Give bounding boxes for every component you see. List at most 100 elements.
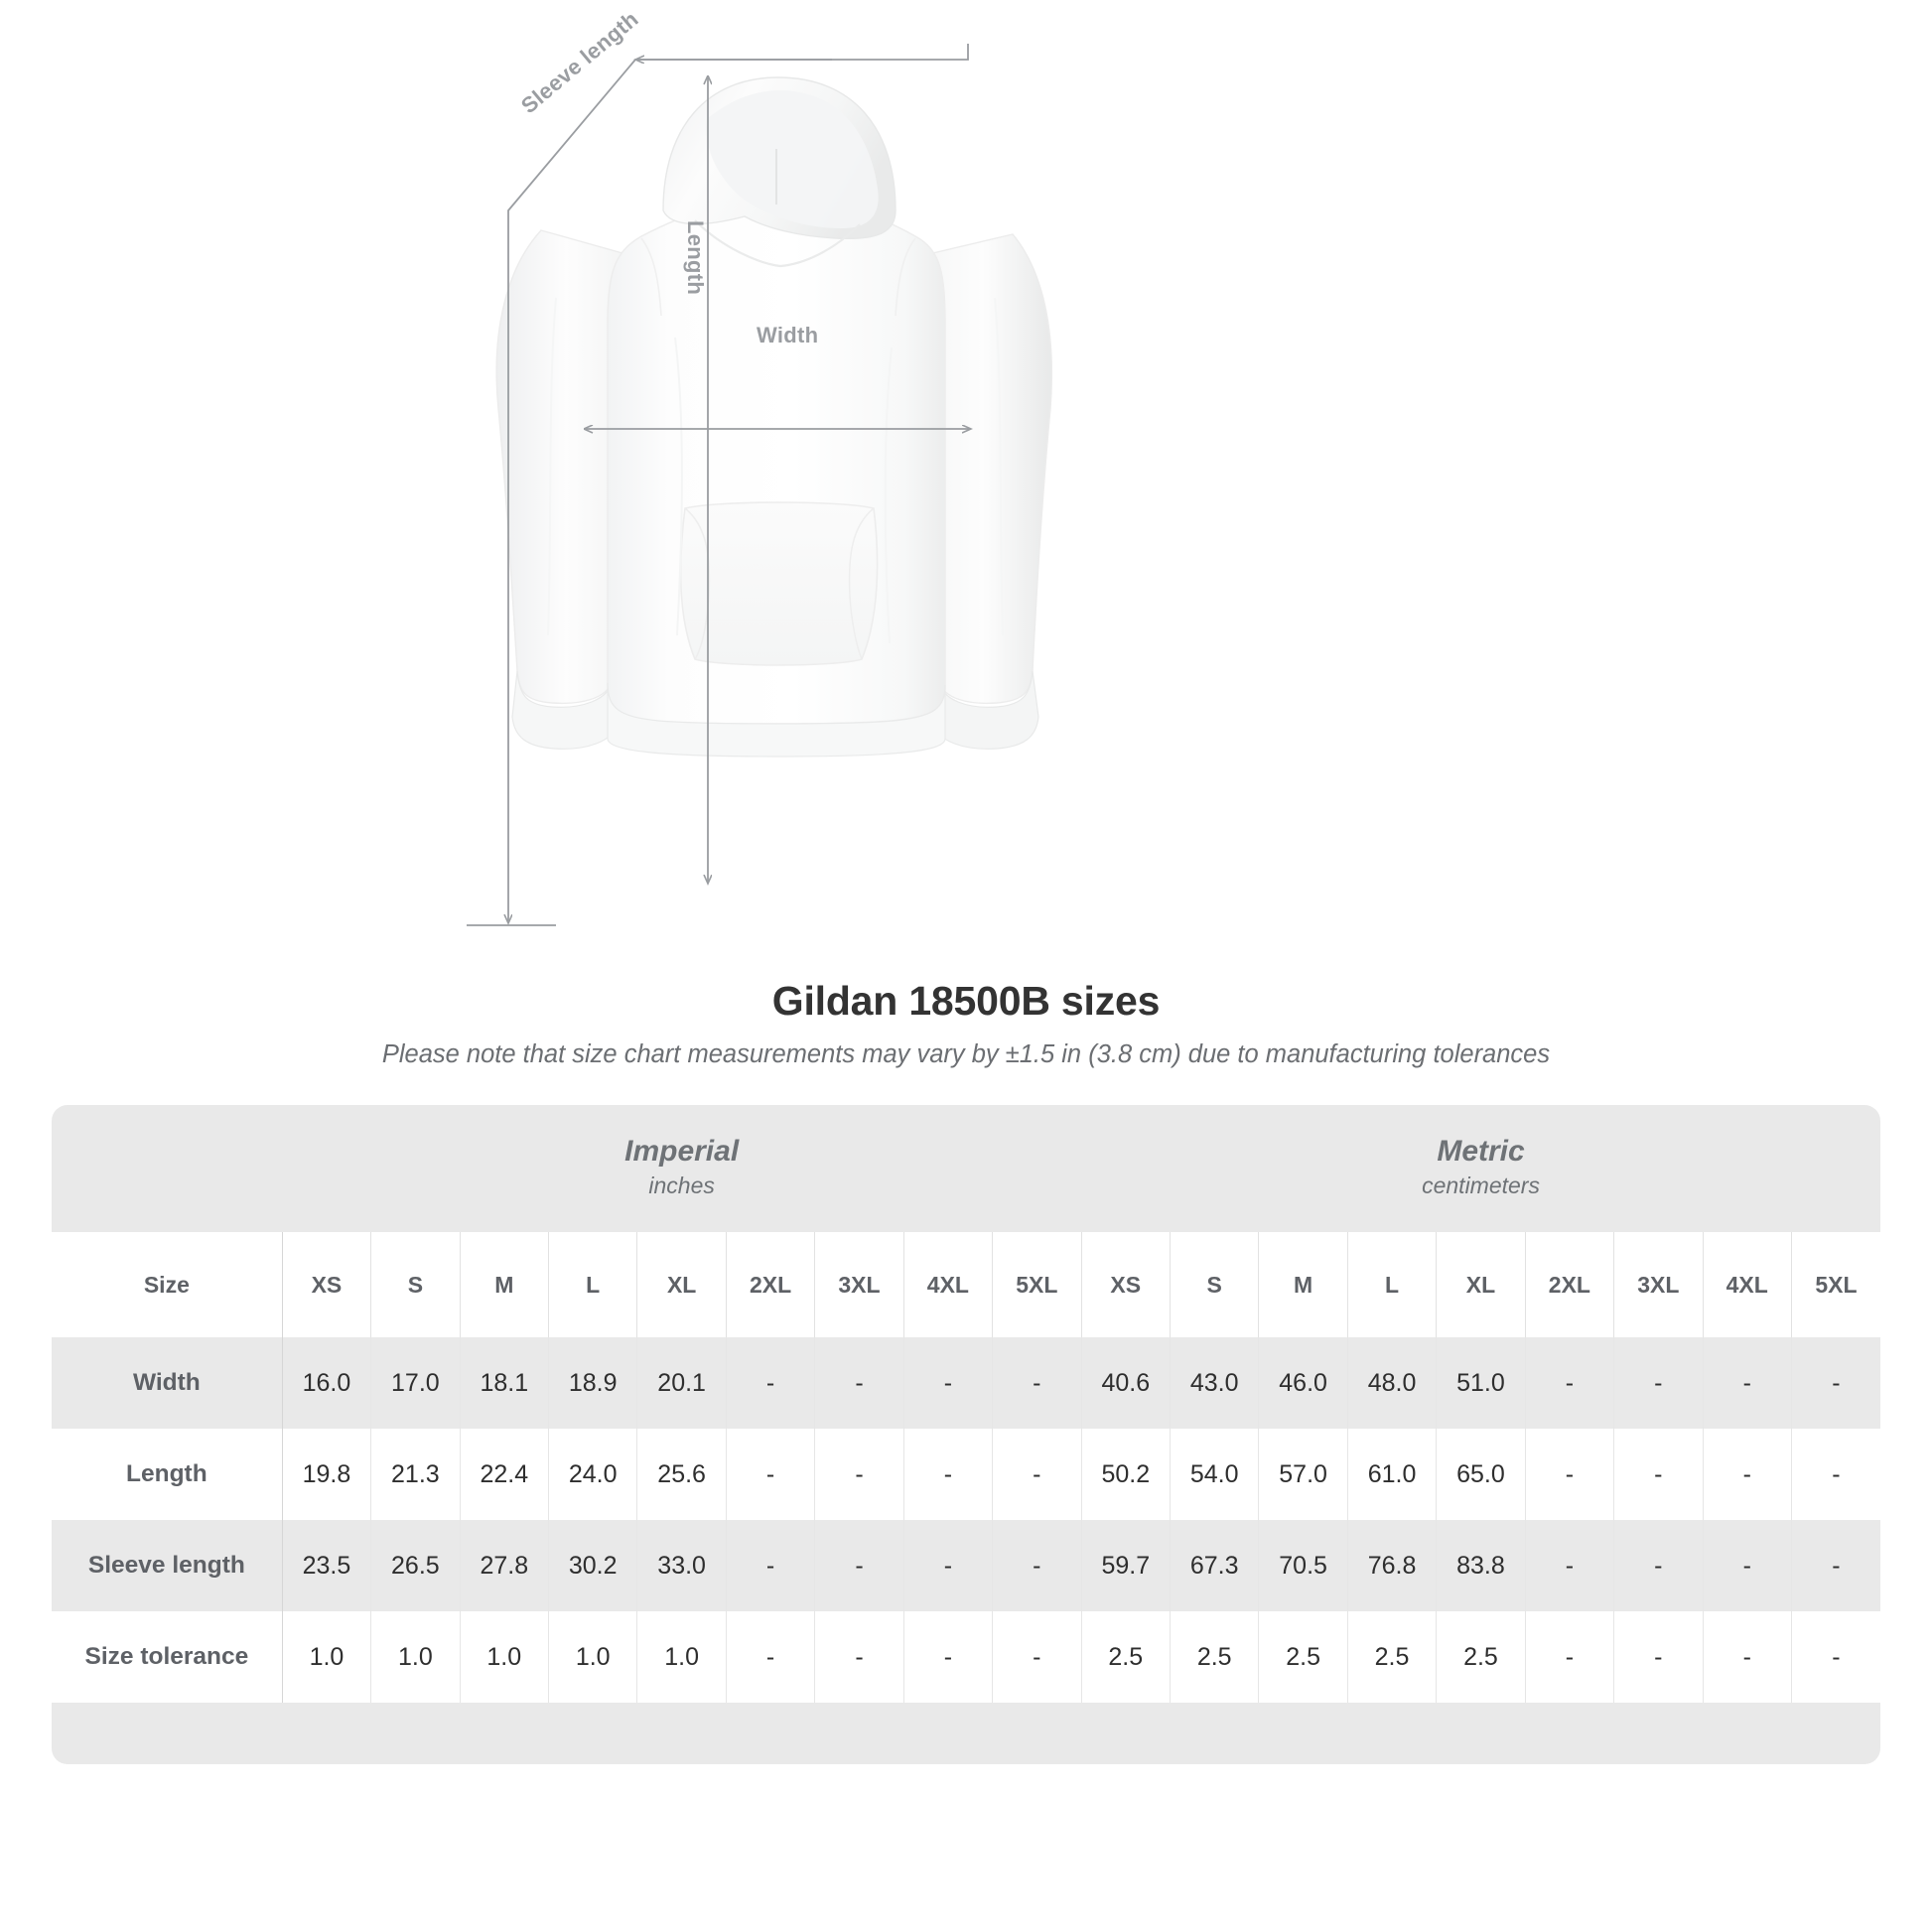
unit-name: Metric — [1437, 1135, 1525, 1169]
cell-sleeve-length-imperial-3xl: - — [814, 1520, 904, 1611]
measurement-lines — [467, 44, 971, 926]
size-chart-container: Imperial inches Metric centimeters Size XS S M… — [52, 1105, 1880, 1764]
cell-sleeve-length-metric-m: 70.5 — [1258, 1520, 1348, 1611]
cell-width-imperial-s: 17.0 — [370, 1337, 461, 1429]
cell-length-metric-m: 57.0 — [1258, 1429, 1348, 1520]
row-label-sleeve-length: Sleeve length — [52, 1520, 283, 1611]
cell-width-imperial-4xl: - — [903, 1337, 994, 1429]
chart-header: Gildan 18500B sizes Please note that siz… — [0, 978, 1932, 1069]
length-label: Length — [683, 220, 708, 296]
row-label-length: Length — [52, 1429, 283, 1520]
cell-size-tolerance-imperial-xl: 1.0 — [636, 1611, 727, 1703]
cell-sleeve-length-imperial-5xl: - — [992, 1520, 1082, 1611]
unit-banner-imperial: Imperial inches — [282, 1105, 1082, 1232]
size-chart-table: Imperial inches Metric centimeters Size XS S M… — [52, 1105, 1880, 1764]
size-column-header: Size — [52, 1232, 283, 1337]
cell-length-metric-s: 54.0 — [1170, 1429, 1260, 1520]
cell-width-metric-s: 43.0 — [1170, 1337, 1260, 1429]
footer-strip — [282, 1703, 1880, 1764]
cell-sleeve-length-imperial-xl: 33.0 — [636, 1520, 727, 1611]
row-label-width: Width — [52, 1337, 283, 1429]
table-head: Imperial inches Metric centimeters Size XS S M… — [52, 1105, 1880, 1337]
size-header-imperial-2xl: 2XL — [726, 1232, 816, 1337]
size-header-imperial-l: L — [548, 1232, 638, 1337]
cell-length-imperial-s: 21.3 — [370, 1429, 461, 1520]
cell-sleeve-length-metric-xs: 59.7 — [1081, 1520, 1171, 1611]
hoodie-diagram-svg — [467, 44, 1053, 926]
cell-length-imperial-xs: 19.8 — [282, 1429, 372, 1520]
size-header-metric-5xl: 5XL — [1791, 1232, 1880, 1337]
size-header-metric-4xl: 4XL — [1703, 1232, 1792, 1337]
table-row: Size tolerance 1.0 1.0 1.0 1.0 1.0- - - -2.5 2.5 2… — [52, 1611, 1880, 1703]
footer-strip-left — [52, 1703, 283, 1764]
table-row: Width 16.0 17.0 18.1 18.9 20.1- - - -40.6 43.0 46.… — [52, 1337, 1880, 1429]
cell-sleeve-length-metric-3xl: - — [1613, 1520, 1704, 1611]
size-header-metric-2xl: 2XL — [1525, 1232, 1615, 1337]
cell-sleeve-length-metric-4xl: - — [1703, 1520, 1792, 1611]
cell-length-metric-xl: 65.0 — [1436, 1429, 1526, 1520]
cell-size-tolerance-imperial-xs: 1.0 — [282, 1611, 372, 1703]
cell-sleeve-length-imperial-xs: 23.5 — [282, 1520, 372, 1611]
unit-name: Imperial — [624, 1135, 740, 1169]
cell-width-metric-5xl: - — [1791, 1337, 1880, 1429]
cell-length-imperial-2xl: - — [726, 1429, 816, 1520]
cell-length-imperial-4xl: - — [903, 1429, 994, 1520]
cell-sleeve-length-imperial-s: 26.5 — [370, 1520, 461, 1611]
cell-size-tolerance-metric-s: 2.5 — [1170, 1611, 1260, 1703]
size-header-metric-xs: XS — [1081, 1232, 1171, 1337]
unit-subtitle: centimeters — [1422, 1173, 1540, 1199]
cell-width-imperial-3xl: - — [814, 1337, 904, 1429]
product-illustration: Sleeve length Length Width — [467, 6, 1053, 926]
cell-width-metric-xs: 40.6 — [1081, 1337, 1171, 1429]
cell-sleeve-length-imperial-2xl: - — [726, 1520, 816, 1611]
cell-size-tolerance-imperial-m: 1.0 — [460, 1611, 550, 1703]
cell-size-tolerance-imperial-l: 1.0 — [548, 1611, 638, 1703]
cell-width-imperial-xl: 20.1 — [636, 1337, 727, 1429]
size-header-imperial-3xl: 3XL — [814, 1232, 904, 1337]
cell-size-tolerance-imperial-2xl: - — [726, 1611, 816, 1703]
cell-size-tolerance-metric-l: 2.5 — [1347, 1611, 1438, 1703]
cell-length-metric-3xl: - — [1613, 1429, 1704, 1520]
unit-banner-spacer — [52, 1105, 283, 1232]
cell-length-metric-l: 61.0 — [1347, 1429, 1438, 1520]
cell-sleeve-length-metric-xl: 83.8 — [1436, 1520, 1526, 1611]
cell-size-tolerance-metric-2xl: - — [1525, 1611, 1615, 1703]
size-header-imperial-4xl: 4XL — [903, 1232, 994, 1337]
cell-length-imperial-xl: 25.6 — [636, 1429, 727, 1520]
cell-length-metric-4xl: - — [1703, 1429, 1792, 1520]
table-row: Sleeve length 23.5 26.5 27.8 30.2 33.0- - - -59.… — [52, 1520, 1880, 1611]
cell-size-tolerance-imperial-4xl: - — [903, 1611, 994, 1703]
size-header-metric-3xl: 3XL — [1613, 1232, 1704, 1337]
cell-width-metric-xl: 51.0 — [1436, 1337, 1526, 1429]
table-row: Length 19.8 21.3 22.4 24.0 25.6- - - -50.2 54.0 57… — [52, 1429, 1880, 1520]
size-header-imperial-xl: XL — [636, 1232, 727, 1337]
size-header-metric-l: L — [1347, 1232, 1438, 1337]
cell-size-tolerance-metric-3xl: - — [1613, 1611, 1704, 1703]
unit-banner-row: Imperial inches Metric centimeters — [52, 1105, 1880, 1232]
size-header-row: Size XS S M L XL 2XL 3XL 4XL 5XL XS S M L XL 2XL 3XL 4XL 5… — [52, 1232, 1880, 1337]
size-header-imperial-s: S — [370, 1232, 461, 1337]
size-header-imperial-m: M — [460, 1232, 550, 1337]
row-label-size-tolerance: Size tolerance — [52, 1611, 283, 1703]
cell-width-imperial-2xl: - — [726, 1337, 816, 1429]
cell-sleeve-length-imperial-4xl: - — [903, 1520, 994, 1611]
size-header-imperial-xs: XS — [282, 1232, 372, 1337]
cell-size-tolerance-imperial-s: 1.0 — [370, 1611, 461, 1703]
footer-strip-row — [52, 1703, 1880, 1764]
cell-length-imperial-5xl: - — [992, 1429, 1082, 1520]
cell-size-tolerance-metric-xl: 2.5 — [1436, 1611, 1526, 1703]
cell-length-metric-5xl: - — [1791, 1429, 1880, 1520]
cell-sleeve-length-imperial-l: 30.2 — [548, 1520, 638, 1611]
cell-size-tolerance-metric-5xl: - — [1791, 1611, 1880, 1703]
table-foot — [52, 1703, 1880, 1764]
cell-length-metric-2xl: - — [1525, 1429, 1615, 1520]
cell-size-tolerance-imperial-3xl: - — [814, 1611, 904, 1703]
size-header-metric-xl: XL — [1436, 1232, 1526, 1337]
cell-sleeve-length-metric-5xl: - — [1791, 1520, 1880, 1611]
tolerance-note: Please note that size chart measurements… — [381, 1040, 1551, 1068]
unit-banner-metric: Metric centimeters — [1081, 1105, 1880, 1232]
size-header-metric-m: M — [1258, 1232, 1348, 1337]
cell-width-imperial-m: 18.1 — [460, 1337, 550, 1429]
width-label: Width — [757, 323, 819, 347]
cell-sleeve-length-metric-2xl: - — [1525, 1520, 1615, 1611]
